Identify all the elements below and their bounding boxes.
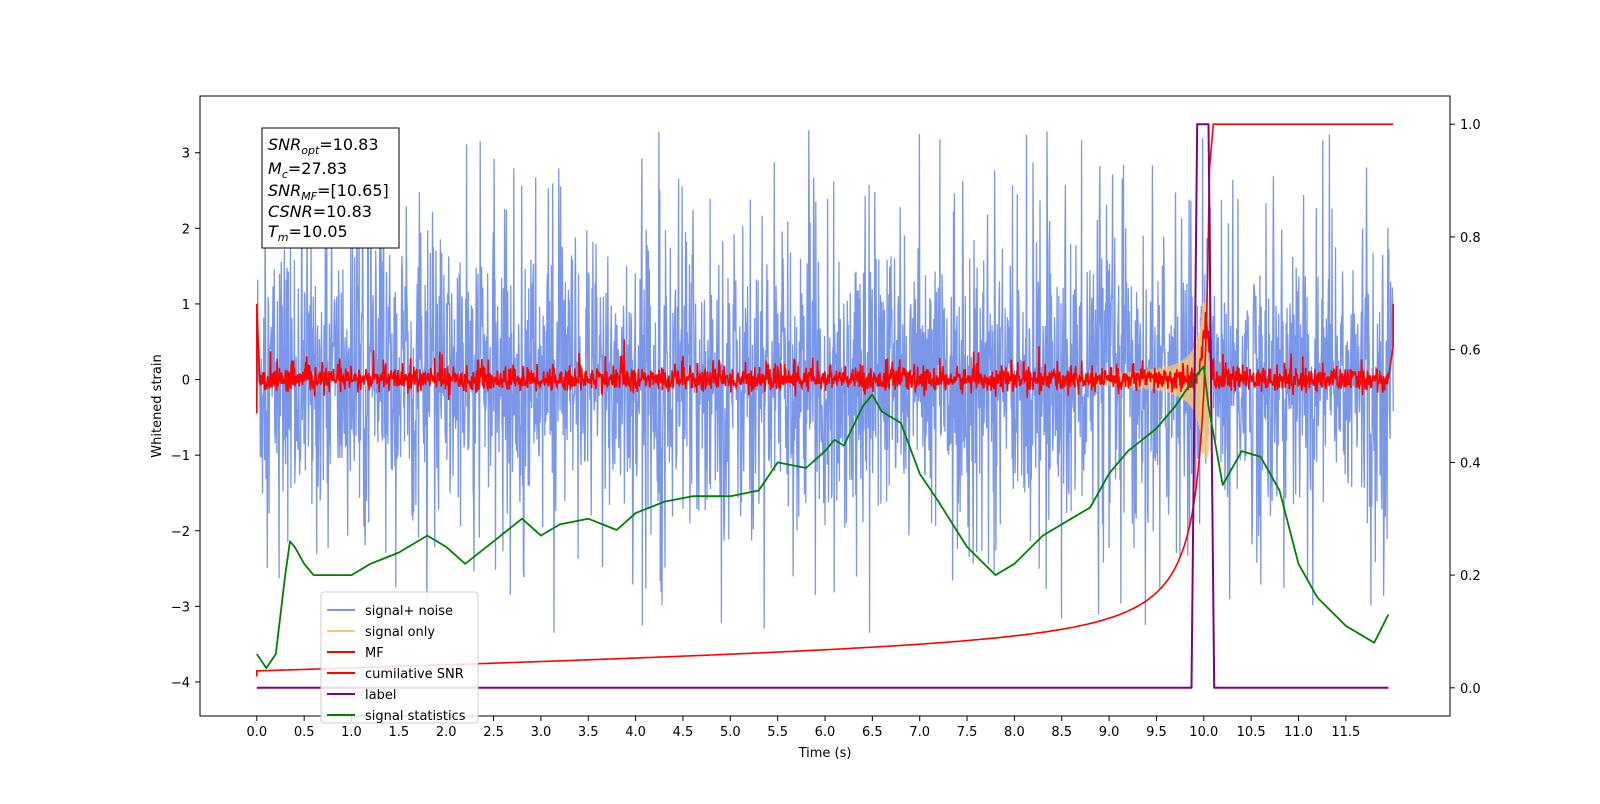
x-tick-label: 10.5 [1237,725,1266,740]
legend-label: cumilative SNR [365,667,464,682]
x-tick-label: 1.5 [389,725,410,740]
y-tick-label: 0 [182,374,190,389]
legend-label: label [365,688,396,703]
x-tick-label: 3.5 [578,725,599,740]
y-tick-label: −3 [171,600,190,615]
y2-tick-label: 0.2 [1460,569,1481,584]
label-line [256,123,1389,689]
x-tick-label: 2.0 [436,725,457,740]
x-tick-label: 1.0 [341,725,362,740]
annotation-mc: Mc=27.83 [268,159,347,181]
legend: signal+ noise signal only MF cumilative SNR… [320,591,479,724]
x-tick-label: 5.5 [767,725,788,740]
x-tick-label: 6.0 [815,725,836,740]
x-tick-label: 0.0 [246,725,267,740]
legend-label: MF [365,646,384,661]
signal-statistics-line [256,365,1390,669]
x-axis-ticks: 0.0 0.5 1.0 1.5 2.0 2.5 3.0 3.5 4.0 4.5 5.0 5.5 6.0 6… [246,716,1360,740]
y2-tick-label: 0.8 [1460,231,1481,246]
legend-label: signal statistics [365,709,466,724]
x-tick-label: 2.5 [483,725,504,740]
annotation-snr-mf: SNRMF=[10.65] [268,181,389,203]
y-tick-label: 2 [182,222,190,237]
annotation-snr-opt: SNRopt=10.83 [268,135,379,157]
y2-tick-label: 0.0 [1460,682,1481,697]
y2-tick-label: 0.4 [1460,456,1481,471]
y2-axis-ticks: 1.0 0.8 0.6 0.4 0.2 0.0 [1450,118,1481,697]
x-tick-label: 8.5 [1051,725,1072,740]
y-tick-label: −1 [171,449,190,464]
y2-tick-label: 0.6 [1460,344,1481,359]
x-tick-label: 0.5 [294,725,315,740]
x-tick-label: 9.5 [1146,725,1167,740]
y-tick-label: 3 [182,147,190,162]
legend-label: signal only [365,625,435,640]
x-tick-label: 7.5 [957,725,978,740]
x-tick-label: 4.5 [673,725,694,740]
annotation-tm: Tm=10.05 [268,222,348,244]
x-axis-label: Time (s) [798,746,852,761]
legend-label: signal+ noise [365,604,453,619]
x-tick-label: 7.0 [909,725,930,740]
x-tick-label: 5.0 [720,725,741,740]
y-tick-label: 1 [182,298,190,313]
x-tick-label: 8.0 [1004,725,1025,740]
y-axis-label: Whitened strain [150,354,165,457]
y-axis-ticks: 3 2 1 0 −1 −2 −3 −4 [171,147,200,691]
y-tick-label: −2 [171,525,190,540]
legend-items: signal+ noise signal only MF cumilative SNR… [327,604,466,724]
x-tick-label: 4.0 [625,725,646,740]
legend-frame [320,591,479,724]
x-tick-label: 6.5 [862,725,883,740]
mf-line [256,303,1394,414]
y2-tick-label: 1.0 [1460,118,1481,133]
annotation-frame [261,127,400,249]
x-tick-label: 11.5 [1331,725,1360,740]
x-tick-label: 11.0 [1284,725,1313,740]
x-tick-label: 9.0 [1099,725,1120,740]
annotation-csnr: CSNR=10.83 [268,202,372,221]
y-tick-label: −4 [171,676,190,691]
stats-annotation-box: SNRopt=10.83 Mc=27.83 SNRMF=[10.65] CSNR… [261,127,400,249]
x-tick-label: 10.0 [1189,725,1218,740]
x-tick-label: 3.0 [531,725,552,740]
